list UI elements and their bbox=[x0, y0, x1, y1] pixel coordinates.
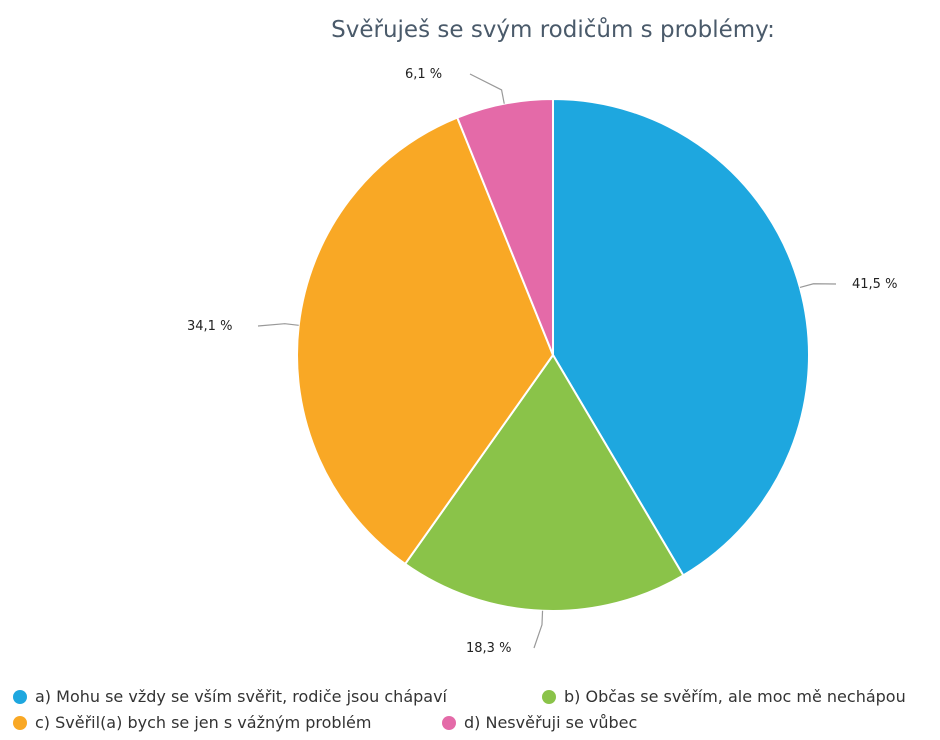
data-label-a: 41,5 % bbox=[852, 277, 897, 292]
legend-label-b: b) Občas se svěřím, ale moc mě nechápou bbox=[564, 687, 906, 706]
legend: a) Mohu se vždy se vším svěřit, rodiče j… bbox=[13, 687, 906, 732]
legend-label-d: d) Nesvěřuji se vůbec bbox=[464, 713, 637, 732]
chart-title: Svěřuješ se svým rodičům s problémy: bbox=[331, 16, 775, 43]
data-label-b: 18,3 % bbox=[466, 641, 511, 656]
leader-line-d bbox=[469, 73, 505, 104]
leader-line-b bbox=[533, 610, 544, 649]
legend-marker-d bbox=[442, 716, 456, 730]
legend-marker-b bbox=[542, 690, 556, 704]
data-label-d: 6,1 % bbox=[405, 67, 442, 82]
pie-slices bbox=[296, 97, 810, 612]
data-labels: 41,5 % 18,3 % 34,1 % 6,1 % bbox=[187, 67, 897, 656]
legend-label-c: c) Svěřil(a) bych se jen s vážným problé… bbox=[35, 713, 371, 732]
legend-marker-a bbox=[13, 690, 27, 704]
legend-marker-c bbox=[13, 716, 27, 730]
label-leaders bbox=[257, 73, 837, 649]
leader-line-a bbox=[799, 283, 837, 289]
pie-slice-a bbox=[552, 97, 810, 577]
legend-label-a: a) Mohu se vždy se vším svěřit, rodiče j… bbox=[35, 687, 448, 706]
leader-line-c bbox=[257, 323, 299, 327]
data-label-c: 34,1 % bbox=[187, 319, 232, 334]
pie-slice-b bbox=[403, 353, 685, 612]
